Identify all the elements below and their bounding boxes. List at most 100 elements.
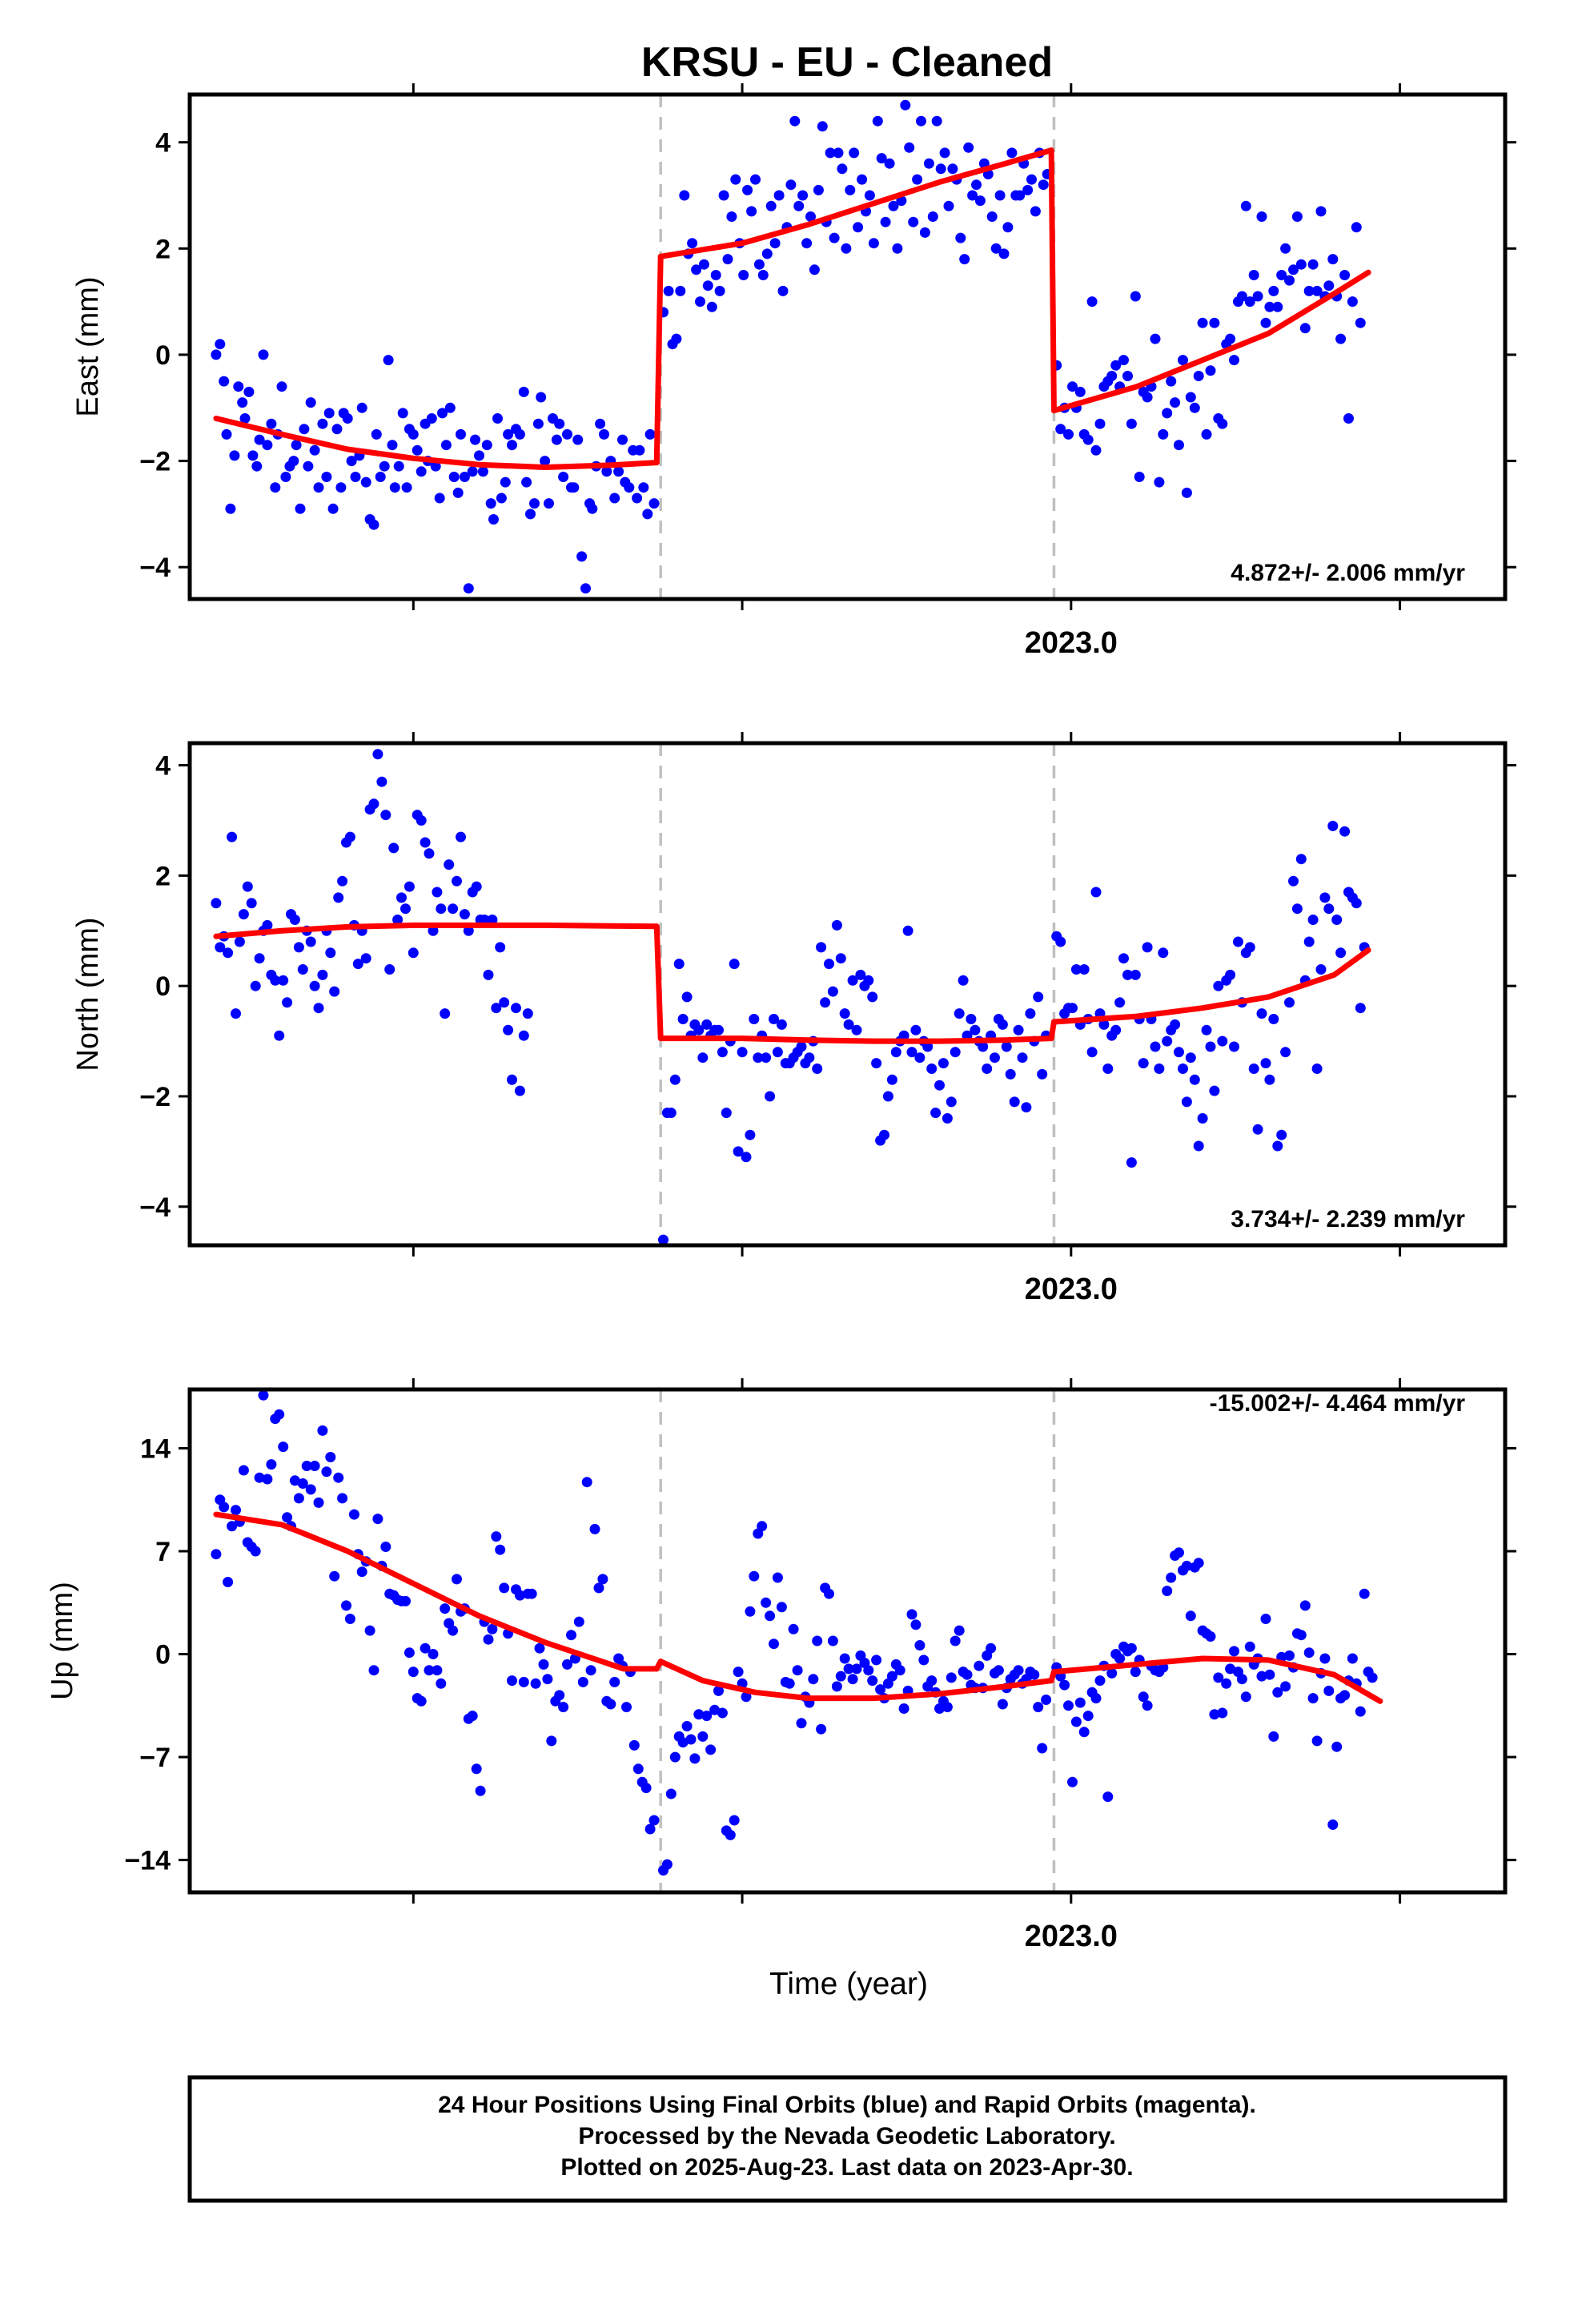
data-point <box>305 1484 316 1495</box>
data-point <box>753 259 765 270</box>
data-point <box>1323 903 1335 915</box>
data-point <box>773 190 785 201</box>
data-point <box>288 456 299 467</box>
data-point <box>1225 969 1236 980</box>
data-point <box>471 881 482 892</box>
data-point <box>1026 174 1037 185</box>
data-point <box>971 179 982 191</box>
data-point <box>918 1655 930 1666</box>
data-point <box>648 1815 660 1826</box>
data-point <box>1158 428 1169 440</box>
data-point <box>693 1024 705 1035</box>
data-point <box>792 1665 803 1676</box>
data-point <box>573 1616 584 1627</box>
plot-frame <box>187 741 1508 1248</box>
data-point <box>843 1019 854 1030</box>
data-point <box>1256 1671 1267 1682</box>
data-point <box>644 1823 656 1835</box>
data-point <box>1331 915 1343 925</box>
data-point <box>947 163 958 175</box>
data-point <box>416 466 427 477</box>
data-point <box>566 1630 576 1641</box>
data-point <box>321 472 332 482</box>
data-point <box>824 1588 834 1599</box>
data-point <box>595 418 606 429</box>
caption-line-2: Processed by the Nevada Geodetic Laborat… <box>578 2123 1115 2149</box>
data-point <box>1327 820 1339 831</box>
data-point <box>1142 392 1153 403</box>
data-point <box>757 270 769 280</box>
data-point <box>605 1699 616 1710</box>
data-point <box>1150 333 1161 344</box>
data-point <box>487 915 498 925</box>
data-point <box>978 1041 989 1052</box>
data-point <box>930 1108 942 1119</box>
y-tick-label: −14 <box>124 1846 171 1876</box>
data-point <box>452 487 464 498</box>
data-point <box>1162 408 1173 419</box>
caption-line-1: 24 Hour Positions Using Final Orbits (bl… <box>438 2092 1256 2118</box>
data-point <box>585 1665 596 1676</box>
data-point <box>1307 259 1319 270</box>
data-point <box>713 1685 724 1696</box>
data-point <box>215 942 226 953</box>
data-point <box>1355 1003 1366 1014</box>
data-point <box>677 1737 689 1748</box>
data-point <box>1185 392 1196 403</box>
data-point <box>990 243 1002 254</box>
data-point <box>266 418 277 429</box>
data-point <box>434 493 445 504</box>
fit-line <box>657 147 1054 259</box>
data-point <box>1009 1096 1020 1108</box>
data-point <box>1288 875 1299 887</box>
data-point <box>1193 1558 1204 1569</box>
data-point <box>400 1595 411 1606</box>
fit-jump <box>653 1659 664 1672</box>
data-point <box>697 1052 709 1063</box>
data-point <box>962 1669 973 1680</box>
data-point <box>1236 1674 1247 1685</box>
data-point <box>1331 1741 1343 1752</box>
data-point <box>685 1734 697 1745</box>
data-point <box>1082 1711 1094 1722</box>
data-point <box>274 1409 285 1420</box>
data-point <box>293 1493 304 1504</box>
data-point <box>923 158 934 169</box>
data-point <box>772 1572 783 1583</box>
data-point <box>1268 1014 1279 1024</box>
data-point <box>749 1570 760 1582</box>
y-tick-label: 7 <box>155 1537 171 1567</box>
data-point <box>993 1665 1004 1676</box>
data-point <box>518 1030 529 1041</box>
data-point <box>420 837 431 848</box>
data-point <box>1102 1791 1114 1803</box>
data-point <box>223 947 234 959</box>
data-point <box>851 1663 862 1675</box>
data-point <box>749 1014 760 1024</box>
data-point <box>1170 397 1181 408</box>
data-point <box>337 875 348 887</box>
data-point <box>291 440 302 451</box>
data-point <box>998 248 1010 259</box>
data-point <box>301 1461 312 1471</box>
data-point <box>1284 1650 1295 1661</box>
panel-3: −14 −7 0 7 14 2023.0 -15.002+/- 4.464 mm/yr Up … <box>46 1378 1516 1953</box>
data-point <box>954 1008 965 1019</box>
data-point <box>325 1452 336 1462</box>
data-point <box>393 460 404 472</box>
data-point <box>342 413 353 424</box>
data-point <box>262 919 273 931</box>
data-point <box>910 1619 921 1630</box>
data-point <box>721 1108 732 1119</box>
data-point <box>1272 1687 1283 1698</box>
data-point <box>817 121 828 132</box>
data-point <box>1299 323 1311 334</box>
data-point <box>503 1024 514 1035</box>
data-point <box>1343 413 1354 424</box>
data-point <box>356 402 367 413</box>
data-point <box>679 190 690 201</box>
data-point <box>346 456 357 467</box>
data-point <box>955 232 966 243</box>
data-point <box>938 1058 949 1069</box>
data-point <box>1351 898 1362 909</box>
